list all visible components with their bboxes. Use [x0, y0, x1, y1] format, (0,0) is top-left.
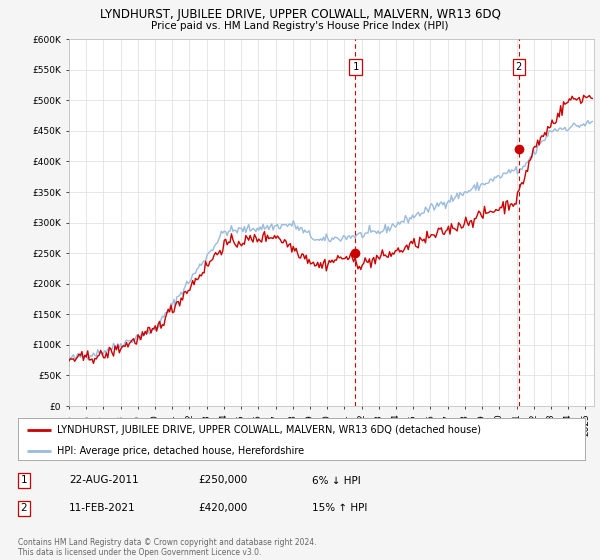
Text: This data is licensed under the Open Government Licence v3.0.: This data is licensed under the Open Gov…	[18, 548, 262, 557]
Text: LYNDHURST, JUBILEE DRIVE, UPPER COLWALL, MALVERN, WR13 6DQ: LYNDHURST, JUBILEE DRIVE, UPPER COLWALL,…	[100, 8, 500, 21]
Text: 1: 1	[20, 475, 28, 486]
Text: 11-FEB-2021: 11-FEB-2021	[69, 503, 136, 514]
Text: 15% ↑ HPI: 15% ↑ HPI	[312, 503, 367, 514]
Text: HPI: Average price, detached house, Herefordshire: HPI: Average price, detached house, Here…	[56, 446, 304, 456]
Text: Contains HM Land Registry data © Crown copyright and database right 2024.: Contains HM Land Registry data © Crown c…	[18, 538, 317, 547]
Text: 22-AUG-2011: 22-AUG-2011	[69, 475, 139, 486]
Text: 2: 2	[515, 62, 522, 72]
Text: £420,000: £420,000	[198, 503, 247, 514]
Text: £250,000: £250,000	[198, 475, 247, 486]
Text: 1: 1	[352, 62, 359, 72]
Text: 6% ↓ HPI: 6% ↓ HPI	[312, 475, 361, 486]
Text: 2: 2	[20, 503, 28, 514]
Text: Price paid vs. HM Land Registry's House Price Index (HPI): Price paid vs. HM Land Registry's House …	[151, 21, 449, 31]
Text: LYNDHURST, JUBILEE DRIVE, UPPER COLWALL, MALVERN, WR13 6DQ (detached house): LYNDHURST, JUBILEE DRIVE, UPPER COLWALL,…	[56, 425, 481, 435]
